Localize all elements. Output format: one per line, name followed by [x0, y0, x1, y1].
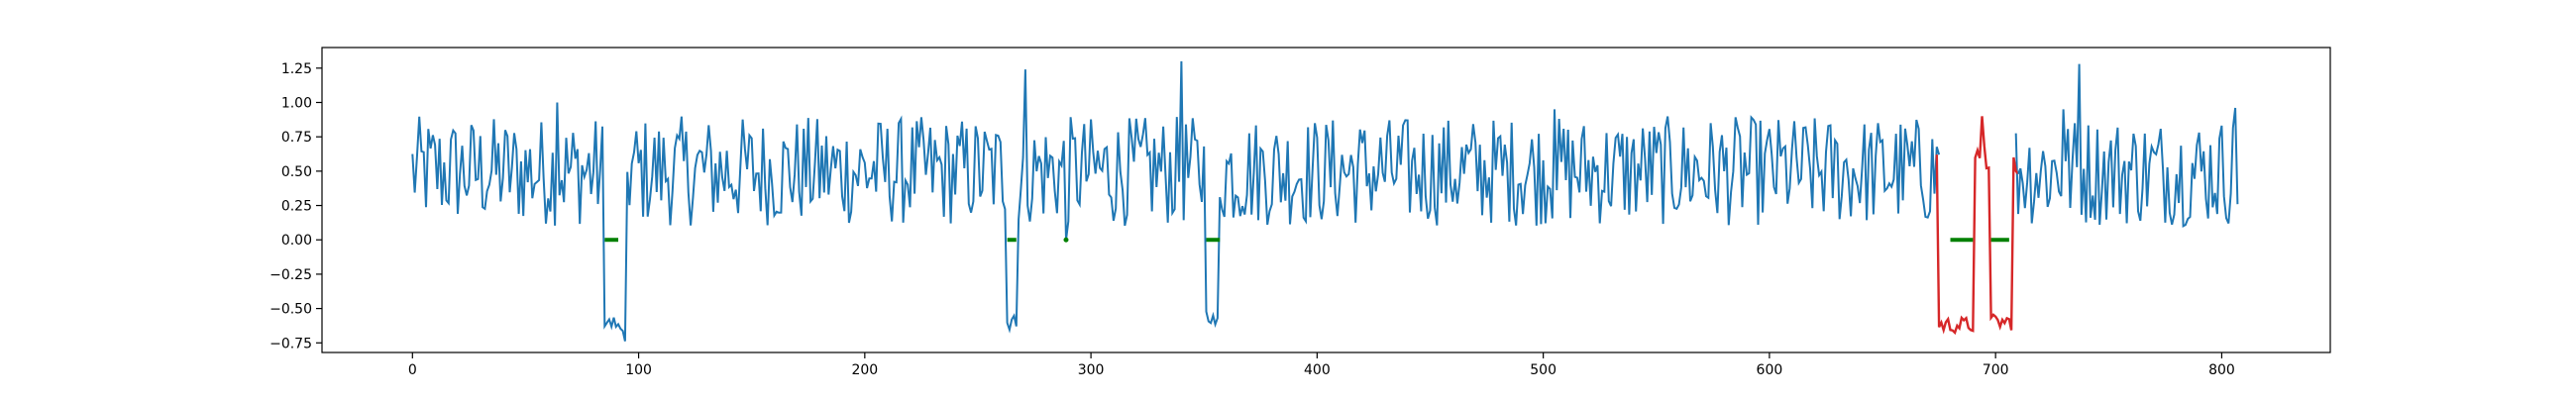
- x-tick-label: 400: [1304, 362, 1331, 378]
- x-tick-label: 200: [851, 362, 878, 378]
- y-tick-label: −0.50: [269, 302, 312, 318]
- x-tick-label: 600: [1757, 362, 1783, 378]
- y-tick-label: 1.00: [281, 95, 312, 111]
- x-tick-label: 500: [1530, 362, 1556, 378]
- x-tick-label: 100: [625, 362, 652, 378]
- y-tick-label: −0.25: [269, 267, 312, 283]
- x-tick-label: 0: [408, 362, 417, 378]
- signal-connector: [2017, 167, 2022, 174]
- y-tick-label: 0.75: [281, 130, 312, 146]
- zero-marker-point: [1063, 237, 1069, 243]
- y-tick-label: −0.75: [269, 336, 312, 351]
- signal-connector: [1935, 147, 1941, 155]
- x-tick-label: 800: [2208, 362, 2235, 378]
- x-tick-label: 700: [1983, 362, 2009, 378]
- y-tick-label: 1.25: [281, 61, 312, 77]
- signal-line: [411, 60, 2239, 342]
- y-tick-label: 0.50: [281, 164, 312, 180]
- highlight-line: [1935, 116, 2019, 336]
- x-tick-label: 300: [1078, 362, 1105, 378]
- axes-frame: [321, 47, 2331, 353]
- y-tick-label: 0.25: [281, 199, 312, 215]
- y-tick-label: 0.00: [281, 233, 312, 249]
